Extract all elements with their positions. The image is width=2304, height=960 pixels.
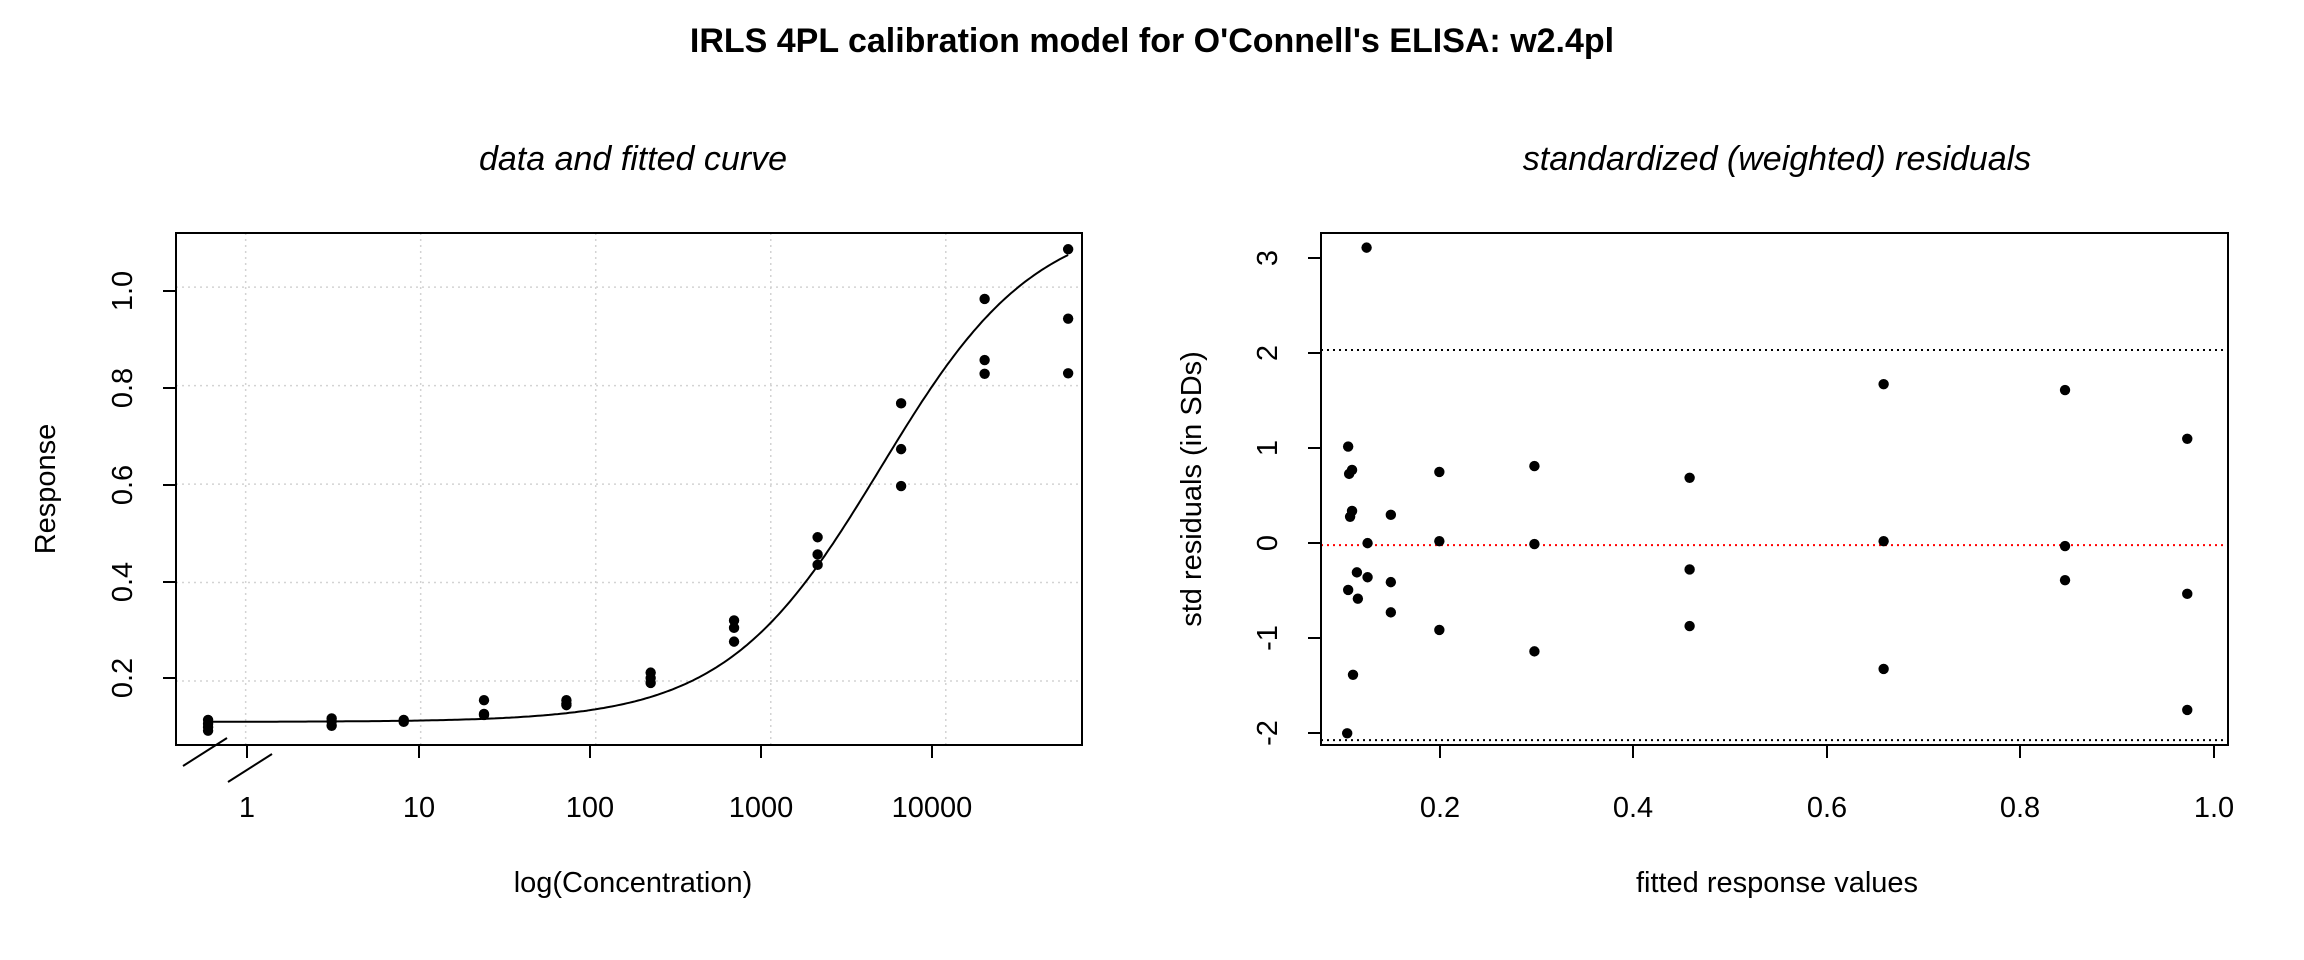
- data-point: [1062, 244, 1074, 255]
- y-tick-label: 0: [1252, 535, 1284, 551]
- residuals-panel-title: standardized (weighted) residuals: [1523, 140, 2031, 178]
- fit-panel-title: data and fitted curve: [479, 140, 787, 178]
- x-tick-label: 0.6: [1807, 792, 1847, 824]
- data-point: [979, 354, 990, 366]
- residual-point: [2182, 433, 2193, 444]
- residual-point: [1352, 593, 1364, 604]
- data-point: [895, 398, 907, 409]
- x-tick-label: 10: [403, 792, 435, 824]
- data-point: [326, 720, 337, 731]
- y-tick-label: -1: [1252, 625, 1284, 651]
- x-tick-label: 1.0: [2194, 792, 2234, 824]
- residual-point: [1684, 472, 1695, 483]
- axis-break-slash: [182, 737, 228, 767]
- y-tick-label: 2: [1252, 345, 1284, 361]
- residual-point: [2059, 540, 2071, 552]
- data-point: [812, 532, 823, 543]
- fit-y-axis-label: Response: [30, 424, 62, 555]
- residual-point: [2182, 588, 2193, 600]
- fit-y-axis: 0.2 0.4 0.6 0.8 1.0: [107, 271, 176, 698]
- fit-plot-box: [175, 232, 1083, 746]
- data-point: [895, 443, 907, 455]
- x-tick-label: 0.8: [2000, 792, 2040, 824]
- y-tick-label: 3: [1252, 250, 1284, 266]
- residual-point: [1434, 466, 1445, 478]
- residual-point: [1385, 576, 1397, 588]
- residual-point: [2182, 704, 2193, 716]
- x-tick-label: 0.2: [1420, 792, 1460, 824]
- y-tick-label: -2: [1252, 720, 1284, 746]
- y-tick-label: 1: [1252, 440, 1284, 456]
- x-tick-label: 1: [239, 792, 255, 824]
- data-point: [979, 368, 990, 379]
- y-tick-label: 1.0: [107, 271, 139, 311]
- residual-point: [2059, 574, 2071, 586]
- residual-point: [1362, 572, 1373, 583]
- residual-point: [1347, 669, 1359, 680]
- residual-point: [1351, 567, 1363, 578]
- data-point: [812, 559, 823, 571]
- residual-point: [1684, 620, 1695, 632]
- data-point: [812, 549, 823, 560]
- residual-point: [1346, 505, 1358, 517]
- figure-title: IRLS 4PL calibration model for O'Connell…: [690, 22, 1614, 60]
- data-point: [478, 709, 490, 721]
- residual-point: [1684, 564, 1695, 575]
- x-tick-label: 0.4: [1613, 792, 1653, 824]
- residuals-x-axis-label: fitted response values: [1636, 867, 1918, 899]
- fit-panel: data and fitted curve 1 10 100 1000 1000…: [30, 140, 1083, 899]
- x-tick-label: 100: [566, 792, 614, 824]
- y-tick-label: 0.6: [107, 465, 139, 505]
- data-point: [645, 677, 656, 689]
- residual-point: [1342, 441, 1354, 452]
- data-point: [561, 699, 572, 711]
- residual-point: [1362, 537, 1373, 549]
- fitted-curve: [208, 254, 1069, 723]
- residuals-panel: standardized (weighted) residuals 0.2 0.…: [1176, 140, 2234, 899]
- x-tick-label: 10000: [892, 792, 973, 824]
- residual-point: [1361, 242, 1372, 253]
- residual-point: [1878, 535, 1889, 547]
- residuals-x-axis: 0.2 0.4 0.6 0.8 1.0: [1420, 744, 2234, 824]
- residual-point: [1434, 624, 1445, 636]
- x-tick-label: 1000: [729, 792, 794, 824]
- residual-point: [1878, 378, 1889, 390]
- data-point: [1062, 368, 1074, 379]
- residual-point: [1342, 584, 1354, 596]
- axis-break-mark: [182, 737, 273, 783]
- data-point: [398, 716, 409, 728]
- y-tick-label: 0.2: [107, 658, 139, 698]
- residual-point: [1529, 538, 1540, 550]
- data-point: [1062, 313, 1074, 324]
- residual-reference-lines: [1321, 349, 2228, 742]
- fit-data-points: [202, 244, 1074, 736]
- residual-point: [1878, 663, 1889, 675]
- y-tick-label: 0.8: [107, 368, 139, 408]
- data-point: [728, 622, 740, 634]
- residual-point: [1385, 509, 1397, 521]
- residual-point: [2059, 384, 2071, 396]
- data-point: [895, 480, 907, 492]
- residuals-y-axis: -2 -1 0 1 2 3: [1252, 250, 1322, 746]
- data-point: [728, 615, 740, 626]
- axis-break-slash: [227, 753, 273, 783]
- y-tick-label: 0.4: [107, 562, 139, 602]
- residual-point: [1434, 535, 1445, 547]
- fit-x-axis: 1 10 100 1000 10000: [239, 745, 972, 824]
- data-point: [979, 293, 990, 305]
- residual-point: [1346, 464, 1358, 476]
- residuals-y-axis-label: std residuals (in SDs): [1176, 351, 1208, 627]
- data-point: [478, 695, 490, 706]
- residual-point: [1529, 646, 1540, 657]
- fit-grid: [176, 233, 1082, 745]
- residual-point: [1385, 607, 1397, 618]
- fit-x-axis-label: log(Concentration): [514, 867, 753, 899]
- residual-points: [1341, 242, 2193, 739]
- residual-point: [1529, 460, 1540, 472]
- residual-point: [1341, 728, 1353, 739]
- data-point: [728, 636, 740, 647]
- data-point: [202, 725, 214, 736]
